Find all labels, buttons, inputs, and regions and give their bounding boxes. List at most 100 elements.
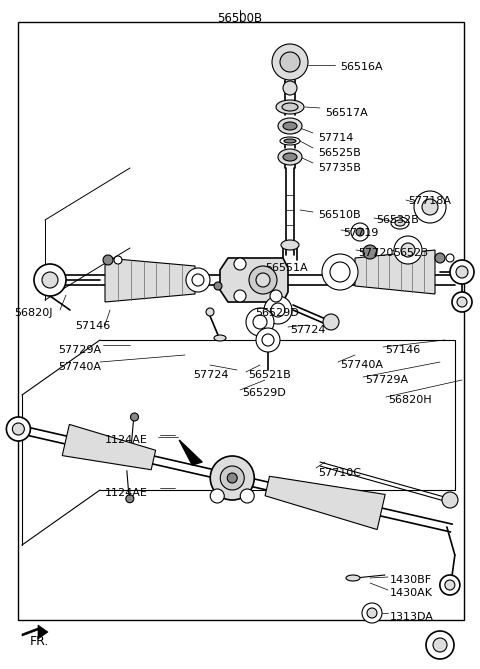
Ellipse shape bbox=[283, 122, 297, 130]
Ellipse shape bbox=[346, 575, 360, 581]
Text: 56516A: 56516A bbox=[340, 62, 383, 72]
Circle shape bbox=[214, 282, 222, 290]
Text: 57724: 57724 bbox=[193, 370, 228, 380]
Ellipse shape bbox=[281, 240, 299, 250]
Circle shape bbox=[433, 638, 447, 652]
Circle shape bbox=[280, 52, 300, 72]
Polygon shape bbox=[62, 424, 156, 470]
Ellipse shape bbox=[283, 153, 297, 161]
Circle shape bbox=[440, 575, 460, 595]
Circle shape bbox=[330, 262, 350, 282]
Text: FR.: FR. bbox=[30, 635, 49, 648]
Text: 56529D: 56529D bbox=[242, 388, 286, 398]
Text: 1430AK: 1430AK bbox=[390, 588, 433, 598]
Circle shape bbox=[435, 253, 445, 263]
Circle shape bbox=[442, 492, 458, 508]
Circle shape bbox=[131, 413, 139, 421]
Circle shape bbox=[414, 191, 446, 223]
Circle shape bbox=[6, 417, 30, 441]
Circle shape bbox=[253, 315, 267, 329]
Polygon shape bbox=[22, 628, 38, 636]
Text: 57735B: 57735B bbox=[318, 163, 361, 173]
Bar bbox=[18, 22, 464, 620]
Polygon shape bbox=[38, 625, 48, 639]
Circle shape bbox=[12, 423, 24, 435]
Text: 57720: 57720 bbox=[358, 248, 394, 258]
Text: 56529D: 56529D bbox=[255, 308, 299, 318]
Circle shape bbox=[227, 473, 237, 483]
Text: 56517A: 56517A bbox=[325, 108, 368, 118]
Circle shape bbox=[210, 456, 254, 500]
Text: 57714: 57714 bbox=[318, 133, 353, 143]
Circle shape bbox=[351, 223, 369, 241]
Circle shape bbox=[322, 254, 358, 290]
Circle shape bbox=[249, 266, 277, 294]
Circle shape bbox=[103, 255, 113, 265]
Circle shape bbox=[363, 245, 377, 259]
Circle shape bbox=[456, 266, 468, 278]
Polygon shape bbox=[265, 476, 385, 530]
Circle shape bbox=[186, 268, 210, 292]
Circle shape bbox=[283, 81, 297, 95]
Circle shape bbox=[271, 303, 285, 317]
Text: 57146: 57146 bbox=[75, 321, 110, 331]
Text: 57718A: 57718A bbox=[408, 196, 451, 206]
Circle shape bbox=[210, 489, 224, 503]
Circle shape bbox=[452, 292, 472, 312]
Circle shape bbox=[34, 264, 66, 296]
Circle shape bbox=[246, 308, 274, 336]
Circle shape bbox=[126, 494, 134, 502]
Circle shape bbox=[457, 297, 467, 307]
Circle shape bbox=[367, 608, 377, 618]
Ellipse shape bbox=[395, 220, 405, 226]
Ellipse shape bbox=[391, 217, 409, 229]
Text: 57740A: 57740A bbox=[58, 362, 101, 372]
Text: 57724: 57724 bbox=[290, 325, 325, 335]
Circle shape bbox=[270, 290, 282, 302]
Circle shape bbox=[446, 254, 454, 262]
Circle shape bbox=[234, 258, 246, 270]
Circle shape bbox=[192, 274, 204, 286]
Text: 1124AE: 1124AE bbox=[105, 488, 148, 498]
Ellipse shape bbox=[284, 139, 296, 143]
Ellipse shape bbox=[282, 103, 298, 111]
Circle shape bbox=[234, 290, 246, 302]
Circle shape bbox=[450, 260, 474, 284]
Text: 1124AE: 1124AE bbox=[105, 435, 148, 445]
Text: 57729A: 57729A bbox=[58, 345, 101, 355]
Circle shape bbox=[445, 580, 455, 590]
Text: 57729A: 57729A bbox=[365, 375, 408, 385]
Ellipse shape bbox=[280, 137, 300, 145]
Circle shape bbox=[206, 308, 214, 316]
Circle shape bbox=[264, 296, 292, 324]
Text: 56820J: 56820J bbox=[14, 308, 52, 318]
Text: 56532B: 56532B bbox=[376, 215, 419, 225]
Circle shape bbox=[422, 199, 438, 215]
Ellipse shape bbox=[214, 335, 226, 341]
Polygon shape bbox=[220, 258, 288, 302]
Circle shape bbox=[262, 334, 274, 346]
Circle shape bbox=[401, 243, 415, 257]
Circle shape bbox=[220, 466, 244, 490]
Text: 57740A: 57740A bbox=[340, 360, 383, 370]
Circle shape bbox=[42, 272, 58, 288]
Polygon shape bbox=[105, 258, 195, 302]
Circle shape bbox=[256, 273, 270, 287]
Text: 56523: 56523 bbox=[393, 248, 428, 258]
Circle shape bbox=[114, 256, 122, 264]
Circle shape bbox=[394, 236, 422, 264]
Polygon shape bbox=[355, 250, 435, 294]
Text: 1313DA: 1313DA bbox=[390, 612, 434, 622]
Text: 57719: 57719 bbox=[343, 228, 378, 238]
Text: 56500B: 56500B bbox=[217, 12, 263, 25]
Ellipse shape bbox=[278, 118, 302, 134]
Text: 1430BF: 1430BF bbox=[390, 575, 432, 585]
Circle shape bbox=[323, 314, 339, 330]
Ellipse shape bbox=[278, 149, 302, 165]
Polygon shape bbox=[179, 440, 202, 465]
Circle shape bbox=[356, 228, 364, 236]
Circle shape bbox=[256, 328, 280, 352]
Text: 56820H: 56820H bbox=[388, 395, 432, 405]
Circle shape bbox=[362, 603, 382, 623]
Text: 56551A: 56551A bbox=[265, 263, 308, 273]
